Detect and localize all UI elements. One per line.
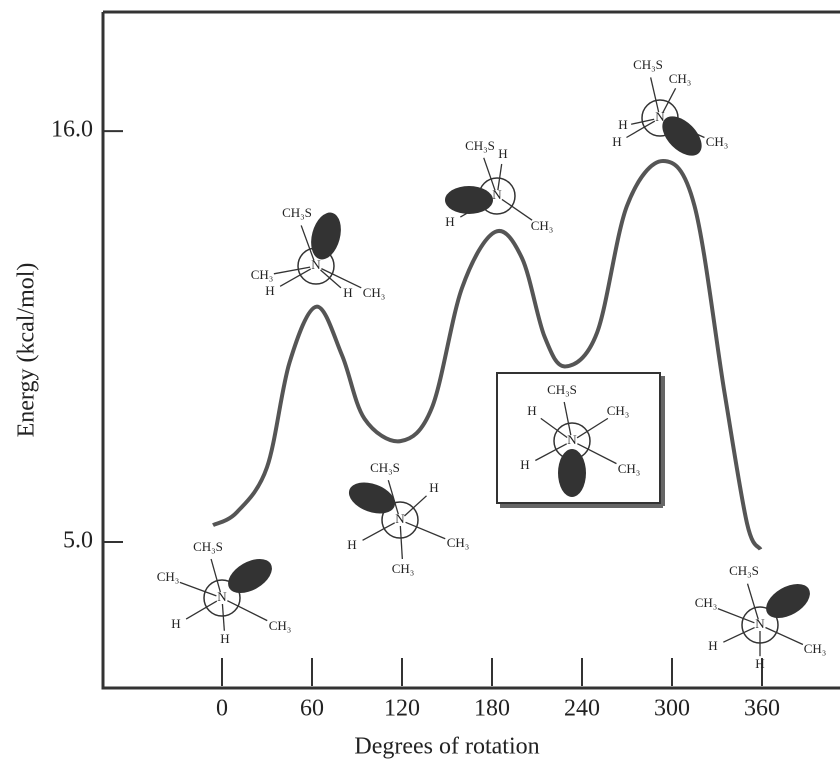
lone-pair-lobe bbox=[766, 583, 810, 619]
x-tick-label: 180 bbox=[474, 696, 510, 722]
substituent-label: CH₃ bbox=[363, 285, 386, 300]
substituent-label: CH₃ bbox=[269, 618, 292, 633]
substituent-label: CH₃ bbox=[251, 267, 274, 282]
lone-pair-lobe bbox=[228, 558, 272, 594]
lone-pair-lobe bbox=[558, 449, 586, 497]
x-tick-label: 60 bbox=[300, 696, 324, 722]
substituent-label: CH₃ bbox=[669, 71, 692, 86]
bond bbox=[227, 600, 268, 622]
bond bbox=[320, 269, 342, 289]
bond bbox=[662, 88, 677, 113]
bond bbox=[185, 600, 218, 620]
bond bbox=[483, 157, 496, 191]
bond bbox=[362, 522, 396, 541]
x-tick-label: 240 bbox=[564, 696, 600, 722]
substituent-label: H bbox=[618, 117, 627, 132]
bond bbox=[765, 626, 804, 646]
x-tick-label: 0 bbox=[216, 696, 228, 722]
substituent-label: CH₃ bbox=[607, 403, 630, 418]
bond bbox=[563, 401, 572, 436]
substituent-label: CH₃S bbox=[729, 563, 759, 578]
bond bbox=[221, 603, 225, 631]
substituent-label: H bbox=[445, 214, 454, 229]
x-tick-label: 360 bbox=[744, 696, 780, 722]
substituent-label: H bbox=[527, 403, 536, 418]
bond bbox=[723, 626, 755, 643]
substituent-label: H bbox=[429, 480, 438, 495]
bond bbox=[387, 480, 399, 515]
substituent-label: CH₃S bbox=[547, 382, 577, 397]
atom-label: N bbox=[755, 616, 765, 631]
axis-frame bbox=[101, 10, 840, 690]
substituent-label: CH₃S bbox=[465, 138, 495, 153]
bond bbox=[179, 581, 217, 597]
atom-label: N bbox=[492, 187, 502, 202]
lone-pair-lobe bbox=[445, 186, 493, 214]
atom-label: N bbox=[311, 257, 321, 272]
x-axis-title: Degrees of rotation bbox=[354, 734, 539, 760]
substituent-label: CH₃ bbox=[447, 535, 470, 550]
atom-label: N bbox=[395, 511, 405, 526]
bond bbox=[399, 525, 403, 560]
bond bbox=[540, 417, 568, 439]
y-axis-title: Energy (kcal/mol) bbox=[14, 263, 40, 438]
substituent-label: H bbox=[265, 283, 274, 298]
lone-pair-lobe bbox=[662, 116, 702, 156]
substituent-label: CH₃ bbox=[706, 134, 729, 149]
bond bbox=[717, 608, 755, 624]
bond bbox=[403, 495, 427, 517]
bond bbox=[501, 198, 533, 221]
substituent-label: H bbox=[220, 631, 229, 646]
substituent-label: H bbox=[612, 134, 621, 149]
substituent-label: CH₃ bbox=[157, 569, 180, 584]
substituent-label: H bbox=[708, 638, 717, 653]
substituent-label: H bbox=[171, 616, 180, 631]
substituent-label: CH₃S bbox=[633, 57, 663, 72]
substituent-label: CH₃ bbox=[618, 461, 641, 476]
substituent-label: CH₃S bbox=[193, 539, 223, 554]
substituent-label: CH₃ bbox=[695, 595, 718, 610]
bond bbox=[321, 268, 362, 289]
bond bbox=[300, 225, 315, 261]
atom-label: N bbox=[655, 109, 665, 124]
bond bbox=[576, 417, 609, 439]
bond bbox=[279, 268, 312, 287]
x-tick-label: 300 bbox=[654, 696, 690, 722]
bond bbox=[746, 583, 759, 620]
substituent-label: CH₃ bbox=[804, 641, 827, 656]
substituent-label: H bbox=[498, 146, 507, 161]
atom-label: N bbox=[217, 589, 227, 604]
bond bbox=[626, 120, 656, 139]
substituent-label: H bbox=[520, 457, 529, 472]
lone-pair-lobe bbox=[348, 482, 396, 514]
substituent-label: CH₃S bbox=[370, 460, 400, 475]
y-tick-label: 5.0 bbox=[63, 527, 93, 553]
substituent-label: CH₃ bbox=[392, 561, 415, 576]
bond bbox=[405, 521, 446, 540]
bond bbox=[535, 443, 568, 462]
y-tick-label: 16.0 bbox=[51, 117, 93, 143]
atom-label: N bbox=[567, 432, 577, 447]
substituent-label: H bbox=[347, 537, 356, 552]
bond bbox=[210, 558, 222, 593]
bond bbox=[631, 118, 655, 125]
substituent-label: H bbox=[755, 656, 764, 671]
lone-pair-lobe bbox=[311, 212, 341, 260]
bond bbox=[497, 163, 503, 191]
bond bbox=[577, 443, 617, 465]
x-tick-label: 120 bbox=[384, 696, 420, 722]
bond bbox=[273, 266, 311, 275]
energy-curve bbox=[212, 159, 763, 551]
bond bbox=[650, 77, 660, 113]
substituent-label: H bbox=[343, 285, 352, 300]
substituent-label: CH₃ bbox=[531, 218, 554, 233]
substituent-label: CH₃S bbox=[282, 205, 312, 220]
